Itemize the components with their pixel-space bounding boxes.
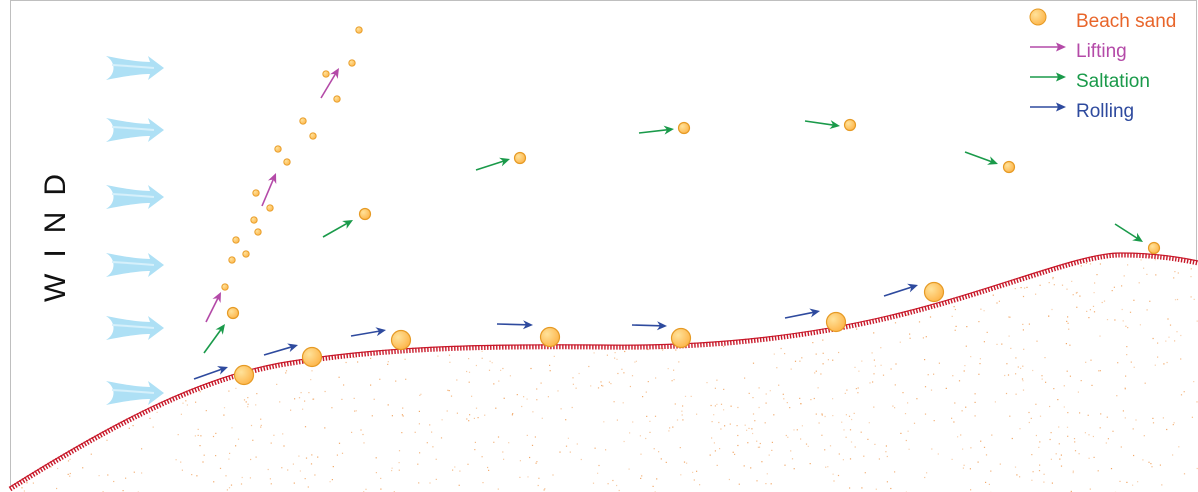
legend-item-saltation: Saltation bbox=[1028, 68, 1196, 98]
legend-label-lifting: Lifting bbox=[1076, 41, 1127, 62]
saltation-sand-grain bbox=[358, 207, 372, 221]
legend-item-lifting: Lifting bbox=[1028, 38, 1196, 68]
wind-arrow-icon bbox=[106, 316, 164, 340]
saltation-sand-grain bbox=[226, 306, 240, 320]
rolling-arrow bbox=[631, 321, 667, 331]
lifting-arrow bbox=[320, 68, 339, 99]
legend-item-beach-sand: Beach sand bbox=[1028, 8, 1196, 38]
lifting-arrow bbox=[261, 173, 277, 207]
rolling-arrow bbox=[784, 308, 820, 319]
saltation-arrow bbox=[322, 220, 353, 238]
lifting-sand-grain bbox=[333, 95, 341, 103]
saltation-arrow bbox=[804, 120, 840, 130]
lifting-sand-grain bbox=[242, 250, 250, 258]
rolling-arrow-icon bbox=[1030, 102, 1066, 112]
rolling-arrow bbox=[883, 283, 918, 297]
rolling-arrow bbox=[263, 343, 298, 356]
wind-arrows bbox=[106, 56, 164, 405]
lifting-sand-grain bbox=[232, 236, 240, 244]
saltation-arrow bbox=[638, 125, 674, 135]
wind-arrow-icon bbox=[106, 56, 164, 80]
rolling-sand-grain bbox=[301, 346, 323, 368]
wind-arrow-icon bbox=[106, 118, 164, 142]
lifting-sand-grain bbox=[355, 26, 363, 34]
lifting-sand-grain bbox=[322, 70, 330, 78]
rolling-arrow bbox=[193, 366, 228, 380]
lifting-sand-grain bbox=[348, 59, 356, 67]
lifting-sand-grain bbox=[274, 145, 282, 153]
lifting-sand-grain bbox=[221, 283, 229, 291]
saltation-sand-grain bbox=[843, 118, 857, 132]
saltation-sand-grain bbox=[1002, 160, 1016, 174]
lifting-sand-grain bbox=[254, 228, 262, 236]
saltation-arrow bbox=[475, 157, 510, 171]
lifting-arrow-icon bbox=[1030, 42, 1066, 52]
wind-arrow-icon bbox=[106, 381, 164, 405]
wind-highlight bbox=[111, 193, 155, 198]
rolling-sand-grain bbox=[539, 326, 561, 348]
wind-label-text: WIND bbox=[39, 158, 73, 302]
rolling-group bbox=[193, 281, 945, 386]
saltation-group bbox=[203, 118, 1161, 354]
saltation-arrow bbox=[203, 324, 225, 354]
rolling-sand-grain bbox=[923, 281, 945, 303]
lifting-sand-grain bbox=[250, 216, 258, 224]
lifting-sand-grain bbox=[283, 158, 291, 166]
ground-surface-line bbox=[8, 252, 1198, 492]
beach-ground bbox=[8, 252, 1198, 492]
wind-highlight bbox=[111, 126, 155, 131]
rolling-arrow bbox=[350, 327, 386, 337]
wind-highlight bbox=[111, 261, 155, 266]
saltation-sand-grain bbox=[677, 121, 691, 135]
legend: Beach sand Lifting Saltation Rolling bbox=[1028, 8, 1196, 128]
lifting-sand-grain bbox=[299, 117, 307, 125]
lifting-sand-grain bbox=[266, 204, 274, 212]
sand-grain-icon bbox=[1029, 8, 1047, 26]
saltation-sand-grain bbox=[513, 151, 527, 165]
rolling-sand-grain bbox=[390, 329, 412, 351]
rolling-sand-grain bbox=[233, 364, 255, 386]
wind-highlight bbox=[111, 64, 155, 69]
wind-highlight bbox=[111, 389, 155, 394]
saltation-sand-grain bbox=[1147, 241, 1161, 255]
rolling-sand-grain bbox=[670, 327, 692, 349]
lifting-arrow bbox=[205, 292, 221, 323]
legend-label-beach-sand: Beach sand bbox=[1076, 11, 1177, 32]
lifting-sand-grain bbox=[309, 132, 317, 140]
wind-arrow-icon bbox=[106, 185, 164, 209]
wind-highlight bbox=[111, 324, 155, 329]
rolling-arrow bbox=[496, 320, 533, 330]
saltation-arrow bbox=[1114, 223, 1143, 242]
lifting-group bbox=[205, 26, 363, 323]
wind-label: WIND bbox=[36, 158, 76, 302]
legend-label-saltation: Saltation bbox=[1076, 71, 1150, 92]
lifting-sand-grain bbox=[252, 189, 260, 197]
legend-label-rolling: Rolling bbox=[1076, 101, 1135, 122]
wind-arrow-icon bbox=[106, 253, 164, 277]
legend-item-rolling: Rolling bbox=[1028, 98, 1196, 128]
lifting-sand-grain bbox=[228, 256, 236, 264]
rolling-sand-grain bbox=[825, 311, 847, 333]
saltation-arrow-icon bbox=[1030, 72, 1066, 82]
saltation-arrow bbox=[964, 151, 998, 165]
